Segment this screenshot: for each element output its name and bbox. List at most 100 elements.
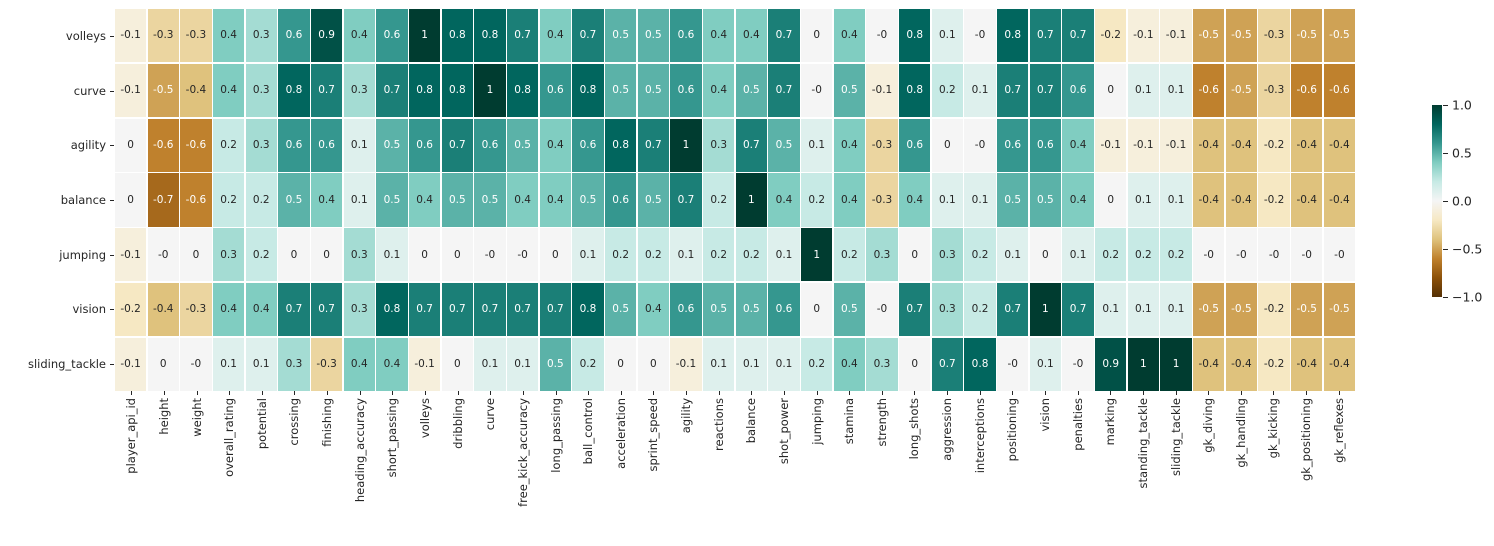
heatmap-cell-sliding_tackle-long_passing: 0.5 [539, 337, 571, 391]
heatmap-cell-sliding_tackle-short_passing: 0.4 [376, 337, 408, 391]
heatmap-cell-agility-standing_tackle: -0.1 [1127, 118, 1159, 172]
heatmap-cell-jumping-acceleration: 0.2 [605, 228, 637, 282]
x-tick-label-height: height [156, 398, 172, 435]
x-tick-label-text-stamina: stamina [842, 398, 857, 445]
x-tick-label-text-finishing: finishing [320, 398, 335, 447]
y-tick-label-curve: curve [73, 83, 106, 98]
x-tick-label-text-potential: potential [254, 398, 269, 450]
x-tick-label-text-strength: strength [874, 398, 889, 447]
heatmap-cell-jumping-penalties: 0.1 [1062, 228, 1094, 282]
heatmap-cell-vision-sliding_tackle: 0.1 [1160, 282, 1192, 337]
heatmap-cell-balance-heading_accuracy: 0.1 [343, 173, 375, 227]
heatmap-cell-balance-gk_handling: -0.4 [1225, 173, 1257, 227]
x-tick-label-player_api_id: player_api_id [123, 398, 139, 474]
heatmap-cell-jumping-balance: 0.2 [735, 228, 767, 282]
heatmap-cell-sliding_tackle-gk_reflexes: -0.4 [1323, 337, 1355, 391]
heatmap-cell-agility-shot_power: 0.5 [768, 118, 800, 172]
heatmap-cell-curve-gk_positioning: -0.6 [1291, 63, 1323, 118]
heatmap-cell-sliding_tackle-free_kick_accuracy: 0.1 [507, 337, 539, 391]
heatmap-cell-vision-long_shots: 0.7 [899, 282, 931, 337]
x-tick-label-text-penalties: penalties [1070, 398, 1085, 451]
x-tick-label-text-long_passing: long_passing [548, 398, 563, 473]
heatmap-cell-sliding_tackle-stamina: 0.4 [833, 337, 865, 391]
x-tick-balance [751, 391, 753, 395]
heatmap-cell-curve-balance: 0.5 [735, 63, 767, 118]
heatmap-cell-sliding_tackle-potential: 0.1 [245, 337, 277, 391]
x-tick-label-overall_rating: overall_rating [221, 398, 237, 477]
heatmap-cell-jumping-long_passing: 0 [539, 228, 571, 282]
x-tick-label-text-player_api_id: player_api_id [124, 398, 139, 474]
heatmap-cell-volleys-sliding_tackle: -0.1 [1160, 9, 1192, 63]
heatmap-cell-agility-positioning: 0.6 [997, 118, 1029, 172]
heatmap-cell-curve-positioning: 0.7 [997, 63, 1029, 118]
heatmap-cell-jumping-potential: 0.2 [245, 228, 277, 282]
heatmap-cell-agility-dribbling: 0.7 [441, 118, 473, 172]
colorbar-tick-0.5 [1443, 153, 1448, 155]
heatmap-cell-balance-aggression: 0.1 [931, 173, 963, 227]
x-tick-label-text-agility: agility [679, 398, 694, 434]
heatmap-cell-vision-stamina: 0.5 [833, 282, 865, 337]
heatmap-cell-jumping-gk_handling: -0 [1225, 228, 1257, 282]
x-tick-label-text-dribbling: dribbling [450, 398, 465, 449]
heatmap-cell-sliding_tackle-crossing: 0.3 [278, 337, 310, 391]
heatmap-cell-jumping-interceptions: 0.2 [964, 228, 996, 282]
heatmap-cell-curve-curve: 1 [474, 63, 506, 118]
x-tick-label-text-short_passing: short_passing [385, 398, 400, 478]
x-tick-label-shot_power: shot_power [776, 398, 792, 464]
x-tick-label-text-positioning: positioning [1005, 398, 1020, 462]
heatmap-cell-jumping-gk_reflexes: -0 [1323, 228, 1355, 282]
heatmap-cell-curve-free_kick_accuracy: 0.8 [507, 63, 539, 118]
heatmap-cell-jumping-height: -0 [147, 228, 179, 282]
x-tick-label-penalties: penalties [1070, 398, 1086, 451]
heatmap-cell-vision-gk_positioning: -0.5 [1291, 282, 1323, 337]
heatmap-cell-jumping-gk_positioning: -0 [1291, 228, 1323, 282]
heatmap-cell-sliding_tackle-acceleration: 0 [605, 337, 637, 391]
heatmap-cell-balance-player_api_id: 0 [115, 173, 147, 227]
y-tick-label-sliding_tackle: sliding_tackle [27, 356, 106, 371]
heatmap-cell-volleys-balance: 0.4 [735, 9, 767, 63]
colorbar-tick-1.0 [1443, 105, 1448, 107]
heatmap-cell-vision-marking: 0.1 [1095, 282, 1127, 337]
heatmap-cell-jumping-reactions: 0.2 [703, 228, 735, 282]
heatmap-cell-balance-weight: -0.6 [180, 173, 212, 227]
heatmap-cell-curve-short_passing: 0.7 [376, 63, 408, 118]
heatmap-cell-balance-standing_tackle: 0.1 [1127, 173, 1159, 227]
heatmap-cell-agility-vision: 0.6 [1029, 118, 1061, 172]
heatmap-cell-curve-potential: 0.3 [245, 63, 277, 118]
heatmap-cell-agility-strength: -0.3 [866, 118, 898, 172]
colorbar-tick-label-−1.0: −1.0 [1452, 289, 1483, 305]
x-tick-stamina [849, 391, 851, 395]
x-tick-weight [196, 391, 198, 395]
heatmap-cell-sliding_tackle-volleys: -0.1 [409, 337, 441, 391]
x-tick-label-text-aggression: aggression [940, 398, 955, 461]
x-tick-ball_control [588, 391, 590, 395]
heatmap-cell-vision-short_passing: 0.8 [376, 282, 408, 337]
heatmap-cell-balance-potential: 0.2 [245, 173, 277, 227]
heatmap-cell-jumping-curve: -0 [474, 228, 506, 282]
heatmap-cell-volleys-volleys: 1 [409, 9, 441, 63]
heatmap-cell-agility-player_api_id: 0 [115, 118, 147, 172]
x-tick-label-text-gk_kicking: gk_kicking [1266, 398, 1281, 459]
heatmap-cell-volleys-shot_power: 0.7 [768, 9, 800, 63]
heatmap-cell-volleys-potential: 0.3 [245, 9, 277, 63]
x-tick-label-short_passing: short_passing [384, 398, 400, 477]
heatmap-cell-balance-shot_power: 0.4 [768, 173, 800, 227]
x-tick-label-ball_control: ball_control [580, 398, 596, 464]
heatmap-cell-agility-sliding_tackle: -0.1 [1160, 118, 1192, 172]
x-tick-gk_handling [1240, 391, 1242, 395]
heatmap-cell-agility-gk_handling: -0.4 [1225, 118, 1257, 172]
heatmap-cell-vision-long_passing: 0.7 [539, 282, 571, 337]
heatmap-cell-balance-positioning: 0.5 [997, 173, 1029, 227]
heatmap-cell-sliding_tackle-aggression: 0.7 [931, 337, 963, 391]
x-tick-acceleration [620, 391, 622, 395]
heatmap-cell-vision-potential: 0.4 [245, 282, 277, 337]
heatmap-cell-agility-penalties: 0.4 [1062, 118, 1094, 172]
heatmap-cell-agility-agility: 1 [670, 118, 702, 172]
heatmap-cell-volleys-vision: 0.7 [1029, 9, 1061, 63]
heatmap-cell-jumping-jumping: 1 [801, 228, 833, 282]
heatmap-cell-vision-interceptions: 0.2 [964, 282, 996, 337]
heatmap-cell-jumping-dribbling: 0 [441, 228, 473, 282]
x-tick-label-dribbling: dribbling [450, 398, 466, 449]
heatmap-cell-volleys-overall_rating: 0.4 [213, 9, 245, 63]
heatmap-cell-curve-interceptions: 0.1 [964, 63, 996, 118]
